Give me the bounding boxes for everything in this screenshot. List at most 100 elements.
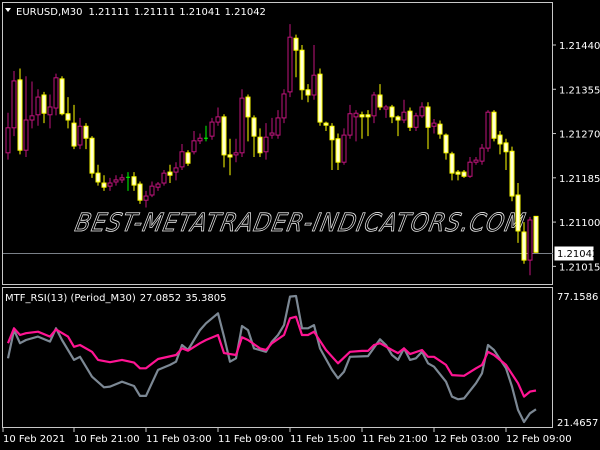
candle	[119, 174, 125, 184]
candle	[215, 107, 221, 126]
candle-body	[269, 132, 275, 136]
rsi-header: MTF_RSI(13) (Period_M30) 27.0852 35.3805	[5, 293, 227, 304]
time-tick-label: 10 Feb 2021	[3, 434, 65, 445]
candle	[527, 216, 533, 276]
time-tick-label: 10 Feb 21:00	[74, 434, 140, 445]
candle-body	[359, 114, 365, 118]
candle	[503, 138, 509, 170]
candle	[281, 89, 287, 124]
candle-body	[281, 93, 287, 119]
candle	[515, 183, 521, 243]
candle-body	[227, 154, 233, 158]
time-tick-label: 11 Feb 15:00	[290, 434, 356, 445]
price-tick-label: 1.21355	[559, 85, 600, 96]
candle-body	[533, 215, 539, 253]
candle	[167, 164, 173, 184]
candle	[299, 45, 305, 100]
candle-body	[155, 183, 161, 188]
candle	[521, 222, 527, 264]
candle	[173, 162, 179, 181]
candle-body	[53, 77, 59, 109]
candle	[347, 104, 353, 139]
price-tick-label: 1.21270	[559, 130, 600, 141]
candle-body	[455, 171, 461, 175]
candle	[389, 104, 395, 124]
price-tick-label: 1.21440	[559, 41, 600, 52]
candle	[239, 89, 245, 157]
candle-body	[257, 136, 263, 154]
candle-body	[77, 125, 83, 146]
candle	[455, 170, 461, 181]
candle-body	[443, 134, 449, 154]
candle	[293, 34, 299, 78]
candle-body	[209, 121, 215, 137]
candle-body	[347, 113, 353, 136]
candle-body	[59, 78, 65, 115]
candle-body	[293, 37, 299, 51]
candle	[485, 110, 491, 152]
candle-body	[119, 177, 125, 181]
candle-body	[413, 115, 419, 128]
candle-body	[191, 140, 197, 153]
candle	[47, 94, 53, 129]
candle	[365, 110, 371, 137]
candle	[425, 102, 431, 150]
candle-body	[137, 183, 143, 201]
candle	[65, 97, 71, 129]
rsi-signal-line	[6, 315, 537, 398]
candle	[137, 181, 143, 204]
candle-body	[161, 172, 167, 184]
candle-body	[419, 106, 425, 117]
svg-text:BEST-METATRADER-INDICATORS.COM: BEST-METATRADER-INDICATORS.COM	[73, 208, 529, 237]
collapse-triangle-icon[interactable]	[5, 8, 11, 12]
candle	[35, 89, 41, 126]
candle	[341, 128, 347, 165]
time-tick-label: 12 Feb 03:00	[434, 434, 500, 445]
watermark: BEST-METATRADER-INDICATORS.COM	[72, 208, 529, 237]
candle	[305, 84, 311, 103]
candle	[443, 133, 449, 160]
candle	[221, 114, 227, 168]
candle	[59, 76, 65, 116]
candle	[113, 175, 119, 186]
time-tick-label: 11 Feb 09:00	[218, 434, 284, 445]
candle	[149, 181, 155, 198]
candle-body	[377, 94, 383, 108]
candle-body	[383, 106, 389, 110]
candle-body	[239, 97, 245, 154]
candle-body	[473, 159, 479, 163]
candle-body	[35, 96, 41, 116]
candle-body	[491, 111, 497, 139]
candle-body	[299, 49, 305, 91]
candle	[185, 150, 191, 166]
candle-body	[329, 125, 335, 141]
candle	[77, 117, 83, 150]
candle-body	[263, 136, 269, 153]
candle-body	[503, 142, 509, 153]
candles	[5, 24, 539, 276]
candle	[227, 138, 233, 176]
candle-body	[275, 117, 281, 136]
candle-body	[437, 123, 443, 135]
candle	[473, 156, 479, 165]
candle	[126, 172, 130, 191]
candle-body	[131, 176, 137, 186]
candle	[497, 130, 503, 155]
candle	[323, 121, 329, 131]
candle-body	[101, 182, 107, 188]
candle-body	[287, 36, 293, 93]
candle	[317, 68, 323, 126]
candle-body	[467, 161, 473, 177]
candle	[371, 91, 377, 124]
candle-body	[341, 134, 347, 163]
current-price-tag: 1.21042	[553, 245, 598, 262]
candle-body	[485, 111, 491, 149]
candle-body	[65, 113, 71, 121]
candle-body	[83, 125, 89, 139]
candle-body	[527, 219, 533, 261]
candle	[95, 164, 101, 186]
candle	[533, 215, 539, 253]
candle	[233, 138, 239, 163]
candle	[275, 110, 281, 139]
